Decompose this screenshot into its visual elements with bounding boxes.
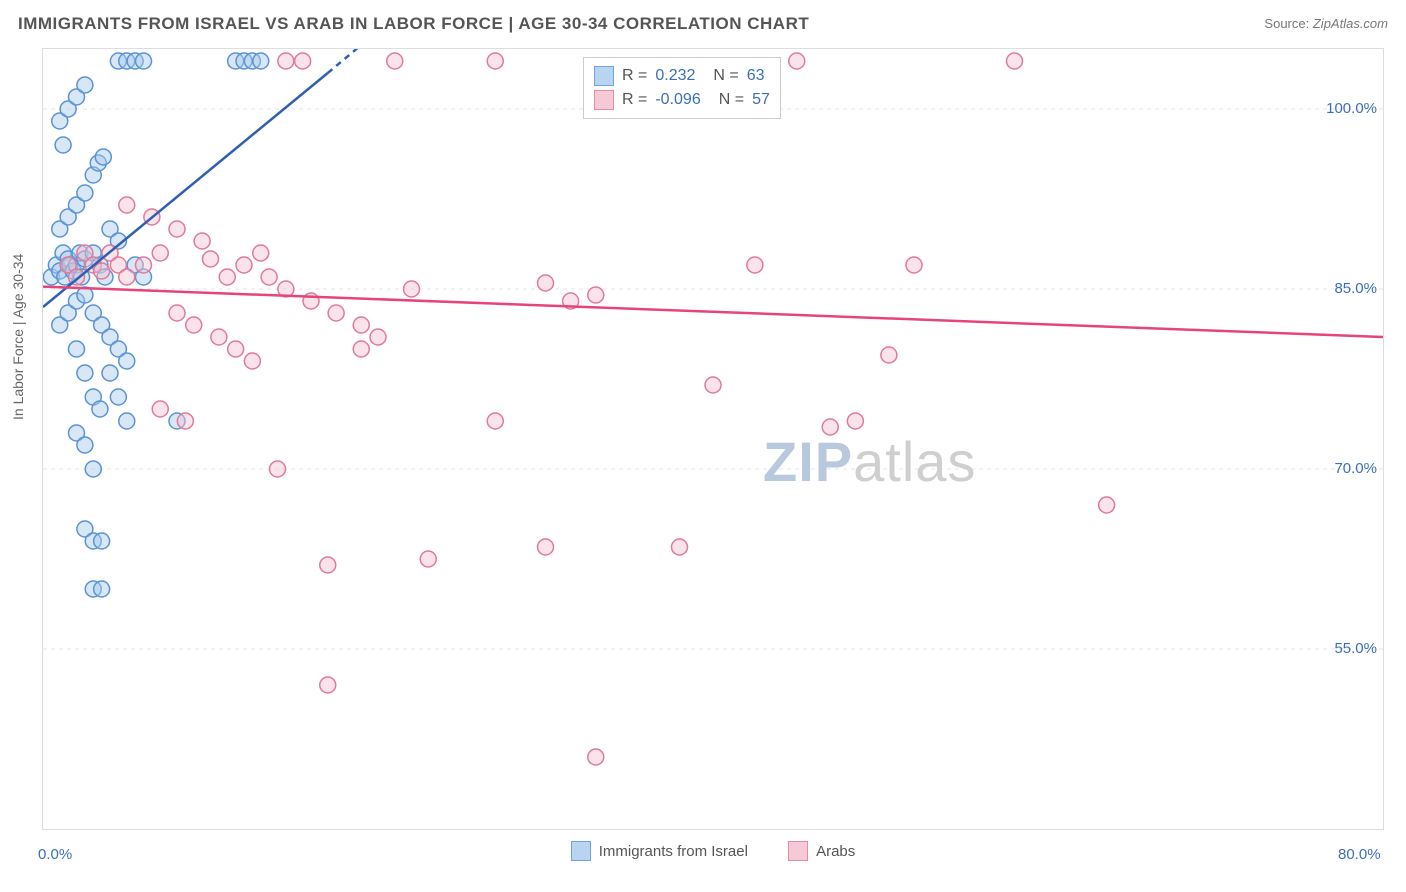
y-axis-label: In Labor Force | Age 30-34 xyxy=(10,254,26,420)
legend-item-israel: Immigrants from Israel xyxy=(571,841,748,861)
n-label: N = xyxy=(713,67,738,85)
legend-label: Arabs xyxy=(816,843,855,860)
r-value: 0.232 xyxy=(655,67,695,85)
legend-item-arabs: Arabs xyxy=(788,841,855,861)
x-axis-min-label: 0.0% xyxy=(38,846,72,863)
correlation-legend: R =0.232N =63R =-0.096N =57 xyxy=(583,57,781,119)
swatch-icon xyxy=(594,90,614,110)
legend-row: R = -0.096 N = 57 xyxy=(594,88,770,112)
chart-header: IMMIGRANTS FROM ISRAEL VS ARAB IN LABOR … xyxy=(18,14,1388,44)
y-tick-label: 70.0% xyxy=(1317,460,1377,477)
swatch-icon xyxy=(571,841,591,861)
x-axis-max-label: 80.0% xyxy=(1338,846,1381,863)
chart-title: IMMIGRANTS FROM ISRAEL VS ARAB IN LABOR … xyxy=(18,14,809,33)
legend-row: R = 0.232 N = 63 xyxy=(594,64,770,88)
r-label: R = xyxy=(622,67,647,85)
source-attribution: Source: ZipAtlas.com xyxy=(1264,16,1388,31)
y-tick-label: 85.0% xyxy=(1317,280,1377,297)
swatch-icon xyxy=(594,66,614,86)
n-value: 57 xyxy=(752,91,770,109)
swatch-icon xyxy=(788,841,808,861)
legend-label: Immigrants from Israel xyxy=(599,843,748,860)
r-label: R = xyxy=(622,91,647,109)
n-value: 63 xyxy=(747,67,765,85)
plot-area: R =0.232N =63R =-0.096N =57 ZIPatlas Imm… xyxy=(42,48,1384,830)
scatter-svg xyxy=(43,49,1383,829)
y-tick-label: 55.0% xyxy=(1317,640,1377,657)
r-value: -0.096 xyxy=(655,91,700,109)
source-value: ZipAtlas.com xyxy=(1313,16,1388,31)
y-tick-label: 100.0% xyxy=(1317,100,1377,117)
source-label: Source: xyxy=(1264,16,1309,31)
series-legend: Immigrants from Israel Arabs xyxy=(43,841,1383,865)
n-label: N = xyxy=(719,91,744,109)
